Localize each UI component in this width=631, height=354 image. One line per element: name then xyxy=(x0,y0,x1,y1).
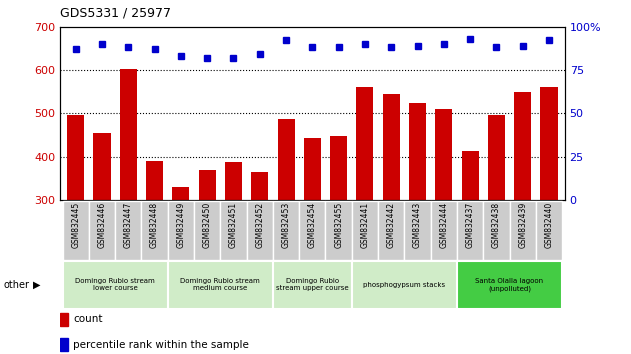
Bar xyxy=(115,201,141,259)
Text: percentile rank within the sample: percentile rank within the sample xyxy=(73,340,249,350)
Bar xyxy=(168,261,273,309)
Bar xyxy=(247,201,273,259)
Bar xyxy=(330,136,347,200)
Bar xyxy=(172,187,189,200)
Text: GSM832437: GSM832437 xyxy=(466,202,475,248)
Text: GSM832444: GSM832444 xyxy=(439,202,448,248)
Text: GSM832441: GSM832441 xyxy=(360,202,369,248)
Bar xyxy=(536,201,562,259)
Bar xyxy=(89,201,115,259)
Text: ▶: ▶ xyxy=(33,280,40,290)
Text: GSM832445: GSM832445 xyxy=(71,202,80,248)
Bar xyxy=(352,201,378,259)
Bar xyxy=(194,201,220,259)
Text: GSM832455: GSM832455 xyxy=(334,202,343,248)
Text: GSM832450: GSM832450 xyxy=(203,202,211,248)
Bar xyxy=(509,201,536,259)
Text: count: count xyxy=(73,314,103,324)
Text: GSM832452: GSM832452 xyxy=(256,202,264,248)
Bar xyxy=(430,201,457,259)
Bar xyxy=(357,87,374,200)
Bar xyxy=(457,261,562,309)
Bar xyxy=(60,338,68,351)
Text: GSM832440: GSM832440 xyxy=(545,202,553,248)
Text: GSM832443: GSM832443 xyxy=(413,202,422,248)
Bar xyxy=(273,201,299,259)
Text: GSM832448: GSM832448 xyxy=(150,202,159,248)
Text: GSM832451: GSM832451 xyxy=(229,202,238,248)
Text: GSM832442: GSM832442 xyxy=(387,202,396,248)
Bar xyxy=(382,94,400,200)
Bar xyxy=(273,261,352,309)
Text: phosphogypsum stacks: phosphogypsum stacks xyxy=(363,282,445,288)
Bar xyxy=(352,261,457,309)
Bar xyxy=(251,172,268,200)
Bar xyxy=(120,69,137,200)
Bar xyxy=(60,313,68,326)
Text: GSM832454: GSM832454 xyxy=(308,202,317,248)
Bar xyxy=(199,170,216,200)
Bar xyxy=(435,109,452,200)
Bar xyxy=(93,133,110,200)
Bar xyxy=(304,138,321,200)
Bar xyxy=(409,103,426,200)
Bar xyxy=(299,201,326,259)
Bar xyxy=(62,201,89,259)
Bar xyxy=(514,92,531,200)
Text: other: other xyxy=(3,280,29,290)
Bar xyxy=(488,115,505,200)
Text: GSM832447: GSM832447 xyxy=(124,202,133,248)
Bar xyxy=(146,161,163,200)
Bar xyxy=(220,201,247,259)
Bar xyxy=(461,152,479,200)
Bar xyxy=(278,119,295,200)
Text: GSM832446: GSM832446 xyxy=(98,202,107,248)
Bar xyxy=(168,201,194,259)
Text: Domingo Rubio stream
medium course: Domingo Rubio stream medium course xyxy=(180,279,260,291)
Text: GSM832449: GSM832449 xyxy=(177,202,186,248)
Text: GSM832453: GSM832453 xyxy=(281,202,290,248)
Text: GSM832439: GSM832439 xyxy=(518,202,527,248)
Text: GSM832438: GSM832438 xyxy=(492,202,501,248)
Bar xyxy=(378,201,404,259)
Text: GDS5331 / 25977: GDS5331 / 25977 xyxy=(60,6,171,19)
Bar xyxy=(141,201,168,259)
Bar xyxy=(67,115,85,200)
Bar xyxy=(540,87,558,200)
Bar xyxy=(326,201,352,259)
Bar xyxy=(62,261,168,309)
Text: Santa Olalla lagoon
(unpolluted): Santa Olalla lagoon (unpolluted) xyxy=(476,278,543,292)
Bar xyxy=(457,201,483,259)
Text: Domingo Rubio
stream upper course: Domingo Rubio stream upper course xyxy=(276,279,349,291)
Bar xyxy=(483,201,510,259)
Bar xyxy=(225,162,242,200)
Text: Domingo Rubio stream
lower course: Domingo Rubio stream lower course xyxy=(75,279,155,291)
Bar xyxy=(404,201,430,259)
